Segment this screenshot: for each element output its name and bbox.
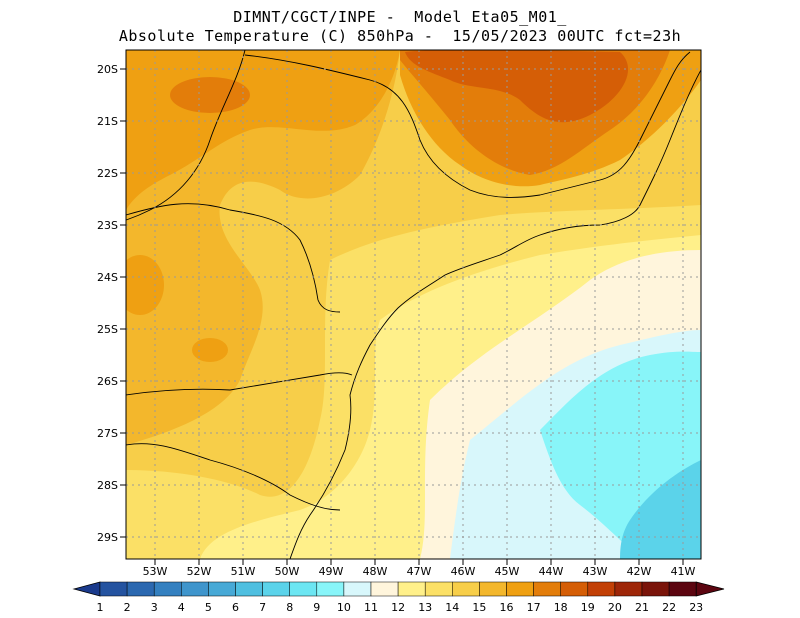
colorbar-label-10: 10 [337, 601, 351, 614]
colorbar-label-11: 11 [364, 601, 378, 614]
colorbar-segment-5-6 [208, 581, 236, 597]
lon-label-49w: 49W [319, 565, 344, 578]
colorbar-label-9: 9 [313, 601, 320, 614]
colorbar-segment-3-4 [153, 581, 182, 597]
colorbar-label-22: 22 [662, 601, 676, 614]
colorbar-segment-20-21 [614, 581, 643, 597]
lon-label-42w: 42W [627, 565, 652, 578]
lat-label-28s: 28S [97, 479, 118, 492]
warm-blob-west [126, 255, 164, 315]
colorbar-left-arrow [72, 581, 101, 597]
colorbar-label-21: 21 [635, 601, 649, 614]
colorbar-segment-15-16 [479, 581, 507, 597]
colorbar-label-20: 20 [608, 601, 622, 614]
lat-label-27s: 27S [97, 427, 118, 440]
colorbar-label-12: 12 [391, 601, 405, 614]
colorbar-segment-12-13 [397, 581, 426, 597]
lat-label-29s: 29S [97, 531, 118, 544]
contour-19-20-hot [405, 50, 629, 123]
lat-label-25s: 25S [97, 323, 118, 336]
lon-label-47w: 47W [407, 565, 432, 578]
colorbar-segment-19-20 [587, 581, 616, 597]
state-border-sc-rs [126, 443, 341, 511]
colorbar-segment-18-19 [560, 581, 589, 597]
colorbar-segment-2-3 [126, 581, 155, 597]
lat-label-20s: 20S [97, 63, 118, 76]
lon-label-50w: 50W [275, 565, 300, 578]
lon-label-46w: 46W [451, 565, 476, 578]
colorbar-label-8: 8 [286, 601, 293, 614]
lat-label-22s: 22S [97, 167, 118, 180]
lat-label-24s: 24S [97, 271, 118, 284]
warm-blob-north [170, 77, 250, 113]
lat-label-21s: 21S [97, 115, 118, 128]
colorbar-segment-10-11 [343, 581, 372, 597]
colorbar-segment-14-15 [452, 581, 480, 597]
temperature-field [126, 50, 701, 559]
lon-label-53w: 53W [143, 565, 168, 578]
colorbar-segment-11-12 [370, 581, 399, 597]
lat-label-23s: 23S [97, 219, 118, 232]
lon-label-52w: 52W [187, 565, 212, 578]
lon-label-51w: 51W [231, 565, 256, 578]
colorbar-segment-17-18 [533, 581, 561, 597]
colorbar-label-3: 3 [151, 601, 158, 614]
colorbar-label-2: 2 [124, 601, 131, 614]
state-border-pr-sc [126, 372, 353, 396]
colorbar-right-arrow [695, 581, 725, 597]
colorbar-label-1: 1 [97, 601, 104, 614]
state-border-mg-rj [539, 51, 691, 196]
colorbar-label-18: 18 [554, 601, 568, 614]
lat-label-26s: 26S [97, 375, 118, 388]
colorbar-label-13: 13 [418, 601, 432, 614]
colorbar-label-5: 5 [205, 601, 212, 614]
colorbar: 1 2 3 4 5 6 7 8 9 10 11 12 13 14 15 16 1… [72, 581, 725, 614]
colorbar-segment-6-7 [235, 581, 263, 597]
lon-label-41w: 41W [671, 565, 696, 578]
colorbar-segment-8-9 [289, 581, 318, 597]
plot-frame [125, 49, 702, 560]
grid [126, 50, 701, 559]
contour-9-10 [620, 460, 701, 559]
colorbar-segment-16-17 [506, 581, 534, 597]
warm-blob-center [192, 338, 228, 362]
colorbar-label-23: 23 [689, 601, 703, 614]
lon-label-45w: 45W [495, 565, 520, 578]
lon-axis: 53W 52W 51W 50W 49W 48W 47W 46W 45W 44W … [143, 559, 696, 578]
colorbar-segment-13-14 [424, 581, 453, 597]
lat-axis: 20S 21S 22S 23S 24S 25S 26S 27S 28S 29S [97, 63, 126, 544]
lon-label-48w: 48W [363, 565, 388, 578]
colorbar-label-19: 19 [581, 601, 595, 614]
colorbar-label-14: 14 [445, 601, 459, 614]
colorbar-segment-21-22 [641, 581, 670, 597]
colorbar-label-7: 7 [259, 601, 266, 614]
chart-title-line2: Absolute Temperature (C) 850hPa - 15/05/… [118, 27, 682, 45]
lon-label-44w: 44W [539, 565, 564, 578]
colorbar-label-4: 4 [178, 601, 185, 614]
colorbar-segment-4-5 [181, 581, 209, 597]
colorbar-label-6: 6 [232, 601, 239, 614]
coastline [289, 69, 701, 559]
colorbar-label-17: 17 [527, 601, 541, 614]
lon-label-43w: 43W [583, 565, 608, 578]
colorbar-segment-22-23 [668, 581, 697, 597]
colorbar-segment-9-10 [316, 581, 345, 597]
colorbar-label-15: 15 [472, 601, 486, 614]
state-border-ms-pr [126, 203, 341, 313]
colorbar-segment-1-2 [99, 581, 128, 597]
colorbar-segment-7-8 [262, 581, 290, 597]
state-border-sp-north [244, 54, 541, 198]
chart-title-line1: DIMNT/CGCT/INPE - Model Eta05_M01_ [233, 8, 567, 26]
colorbar-label-16: 16 [500, 601, 514, 614]
